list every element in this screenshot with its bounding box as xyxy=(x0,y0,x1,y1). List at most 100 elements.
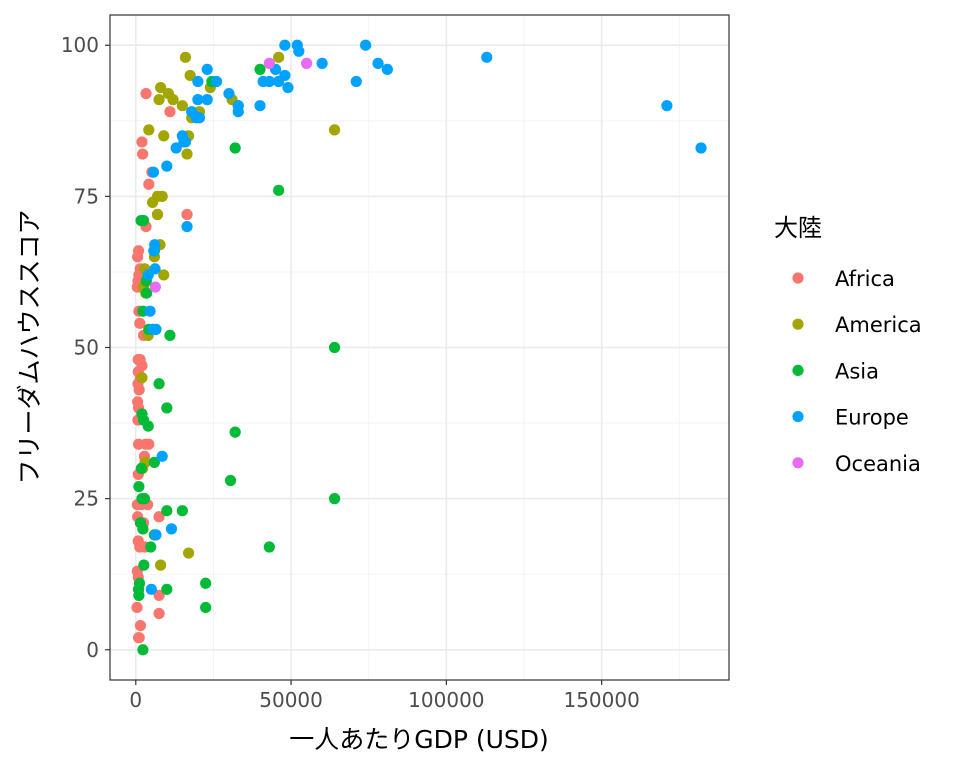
data-point-europe xyxy=(279,39,291,51)
data-point-america xyxy=(181,148,193,160)
plot-panel xyxy=(109,14,730,681)
data-point-europe xyxy=(232,106,244,118)
y-tick-label: 0 xyxy=(86,638,99,662)
data-point-oceania xyxy=(149,281,161,293)
data-point-asia xyxy=(328,341,341,354)
data-point-asia xyxy=(138,493,151,505)
data-point-africa xyxy=(143,178,155,190)
data-point-asia xyxy=(164,329,176,342)
data-point-africa xyxy=(134,619,147,632)
data-point-america xyxy=(179,51,192,63)
data-point-africa xyxy=(140,87,152,100)
data-point-europe xyxy=(695,142,707,154)
data-point-oceania xyxy=(263,57,275,69)
data-point-africa xyxy=(131,601,143,614)
data-point-europe xyxy=(192,94,204,106)
data-point-america xyxy=(158,130,170,142)
data-point-europe xyxy=(193,112,206,124)
data-point-asia xyxy=(273,184,285,196)
legend-key-africa xyxy=(792,272,804,284)
data-point-europe xyxy=(360,39,372,51)
y-axis-title: フリーダムハウススコア xyxy=(15,209,44,484)
data-point-america xyxy=(153,94,165,106)
data-point-asia xyxy=(142,420,154,432)
data-point-africa xyxy=(133,384,145,396)
data-point-africa xyxy=(181,208,193,221)
legend-key-asia xyxy=(792,364,804,376)
data-point-asia xyxy=(145,541,157,553)
data-point-asia xyxy=(229,142,241,154)
x-axis-title: 一人あたりGDP (USD) xyxy=(289,725,549,754)
data-point-america xyxy=(143,124,155,136)
data-point-europe xyxy=(316,57,328,69)
data-point-africa xyxy=(153,607,165,620)
legend-key-america xyxy=(792,318,804,330)
data-point-asia xyxy=(133,480,145,493)
data-point-africa xyxy=(153,511,165,523)
data-point-america xyxy=(146,196,159,209)
data-point-europe xyxy=(661,100,673,112)
data-point-europe xyxy=(181,220,193,233)
data-point-asia xyxy=(200,577,212,589)
data-point-europe xyxy=(201,94,213,106)
legend-label-africa: Africa xyxy=(835,267,895,291)
data-point-america xyxy=(155,81,167,94)
data-point-asia xyxy=(254,63,266,76)
data-point-asia xyxy=(138,559,150,571)
data-point-europe xyxy=(223,87,235,100)
y-tick-label: 100 xyxy=(61,33,99,57)
data-point-america xyxy=(273,51,285,63)
data-point-america xyxy=(328,124,341,136)
x-tick-label: 0 xyxy=(129,688,142,712)
legend-title: 大陸 xyxy=(774,214,822,242)
data-point-america xyxy=(151,208,164,221)
data-point-europe xyxy=(192,75,204,88)
data-point-europe xyxy=(201,63,213,76)
data-point-europe xyxy=(156,450,168,462)
data-point-europe xyxy=(147,166,160,178)
data-point-europe xyxy=(263,75,275,88)
legend-key-europe xyxy=(792,411,804,423)
data-point-europe xyxy=(210,75,223,88)
data-point-europe xyxy=(179,136,192,148)
data-point-europe xyxy=(381,63,393,76)
data-point-oceania xyxy=(301,57,313,69)
data-point-europe xyxy=(273,75,285,88)
data-point-asia xyxy=(161,402,173,414)
data-point-africa xyxy=(134,317,146,329)
data-point-asia xyxy=(148,456,161,468)
data-point-europe xyxy=(161,160,173,172)
y-tick-label: 25 xyxy=(74,487,99,511)
data-point-asia xyxy=(224,474,237,487)
data-point-europe xyxy=(148,245,160,257)
data-point-asia xyxy=(141,287,153,299)
data-point-asia xyxy=(176,505,188,517)
data-point-africa xyxy=(136,136,148,148)
data-point-europe xyxy=(165,523,178,535)
data-point-asia xyxy=(137,523,149,535)
data-point-africa xyxy=(133,632,145,644)
legend-label-asia: Asia xyxy=(835,359,879,383)
data-point-europe xyxy=(254,100,266,112)
x-tick-label: 100000 xyxy=(408,688,484,712)
data-point-europe xyxy=(144,305,156,317)
legend-key-oceania xyxy=(792,457,804,469)
data-point-asia xyxy=(153,378,165,390)
legend-label-america: America xyxy=(835,313,922,337)
data-point-europe xyxy=(150,323,162,335)
data-point-africa xyxy=(164,106,176,118)
data-point-asia xyxy=(137,644,149,656)
data-point-africa xyxy=(137,148,149,160)
data-point-africa xyxy=(143,438,155,450)
data-point-europe xyxy=(293,45,305,57)
data-point-europe xyxy=(150,529,162,541)
data-points xyxy=(131,39,707,656)
data-point-america xyxy=(136,372,148,384)
data-point-asia xyxy=(200,601,212,614)
data-point-america xyxy=(158,269,170,281)
data-point-africa xyxy=(153,589,165,601)
data-point-europe xyxy=(145,583,157,595)
y-tick-label: 75 xyxy=(74,184,99,208)
data-point-africa xyxy=(132,251,144,263)
